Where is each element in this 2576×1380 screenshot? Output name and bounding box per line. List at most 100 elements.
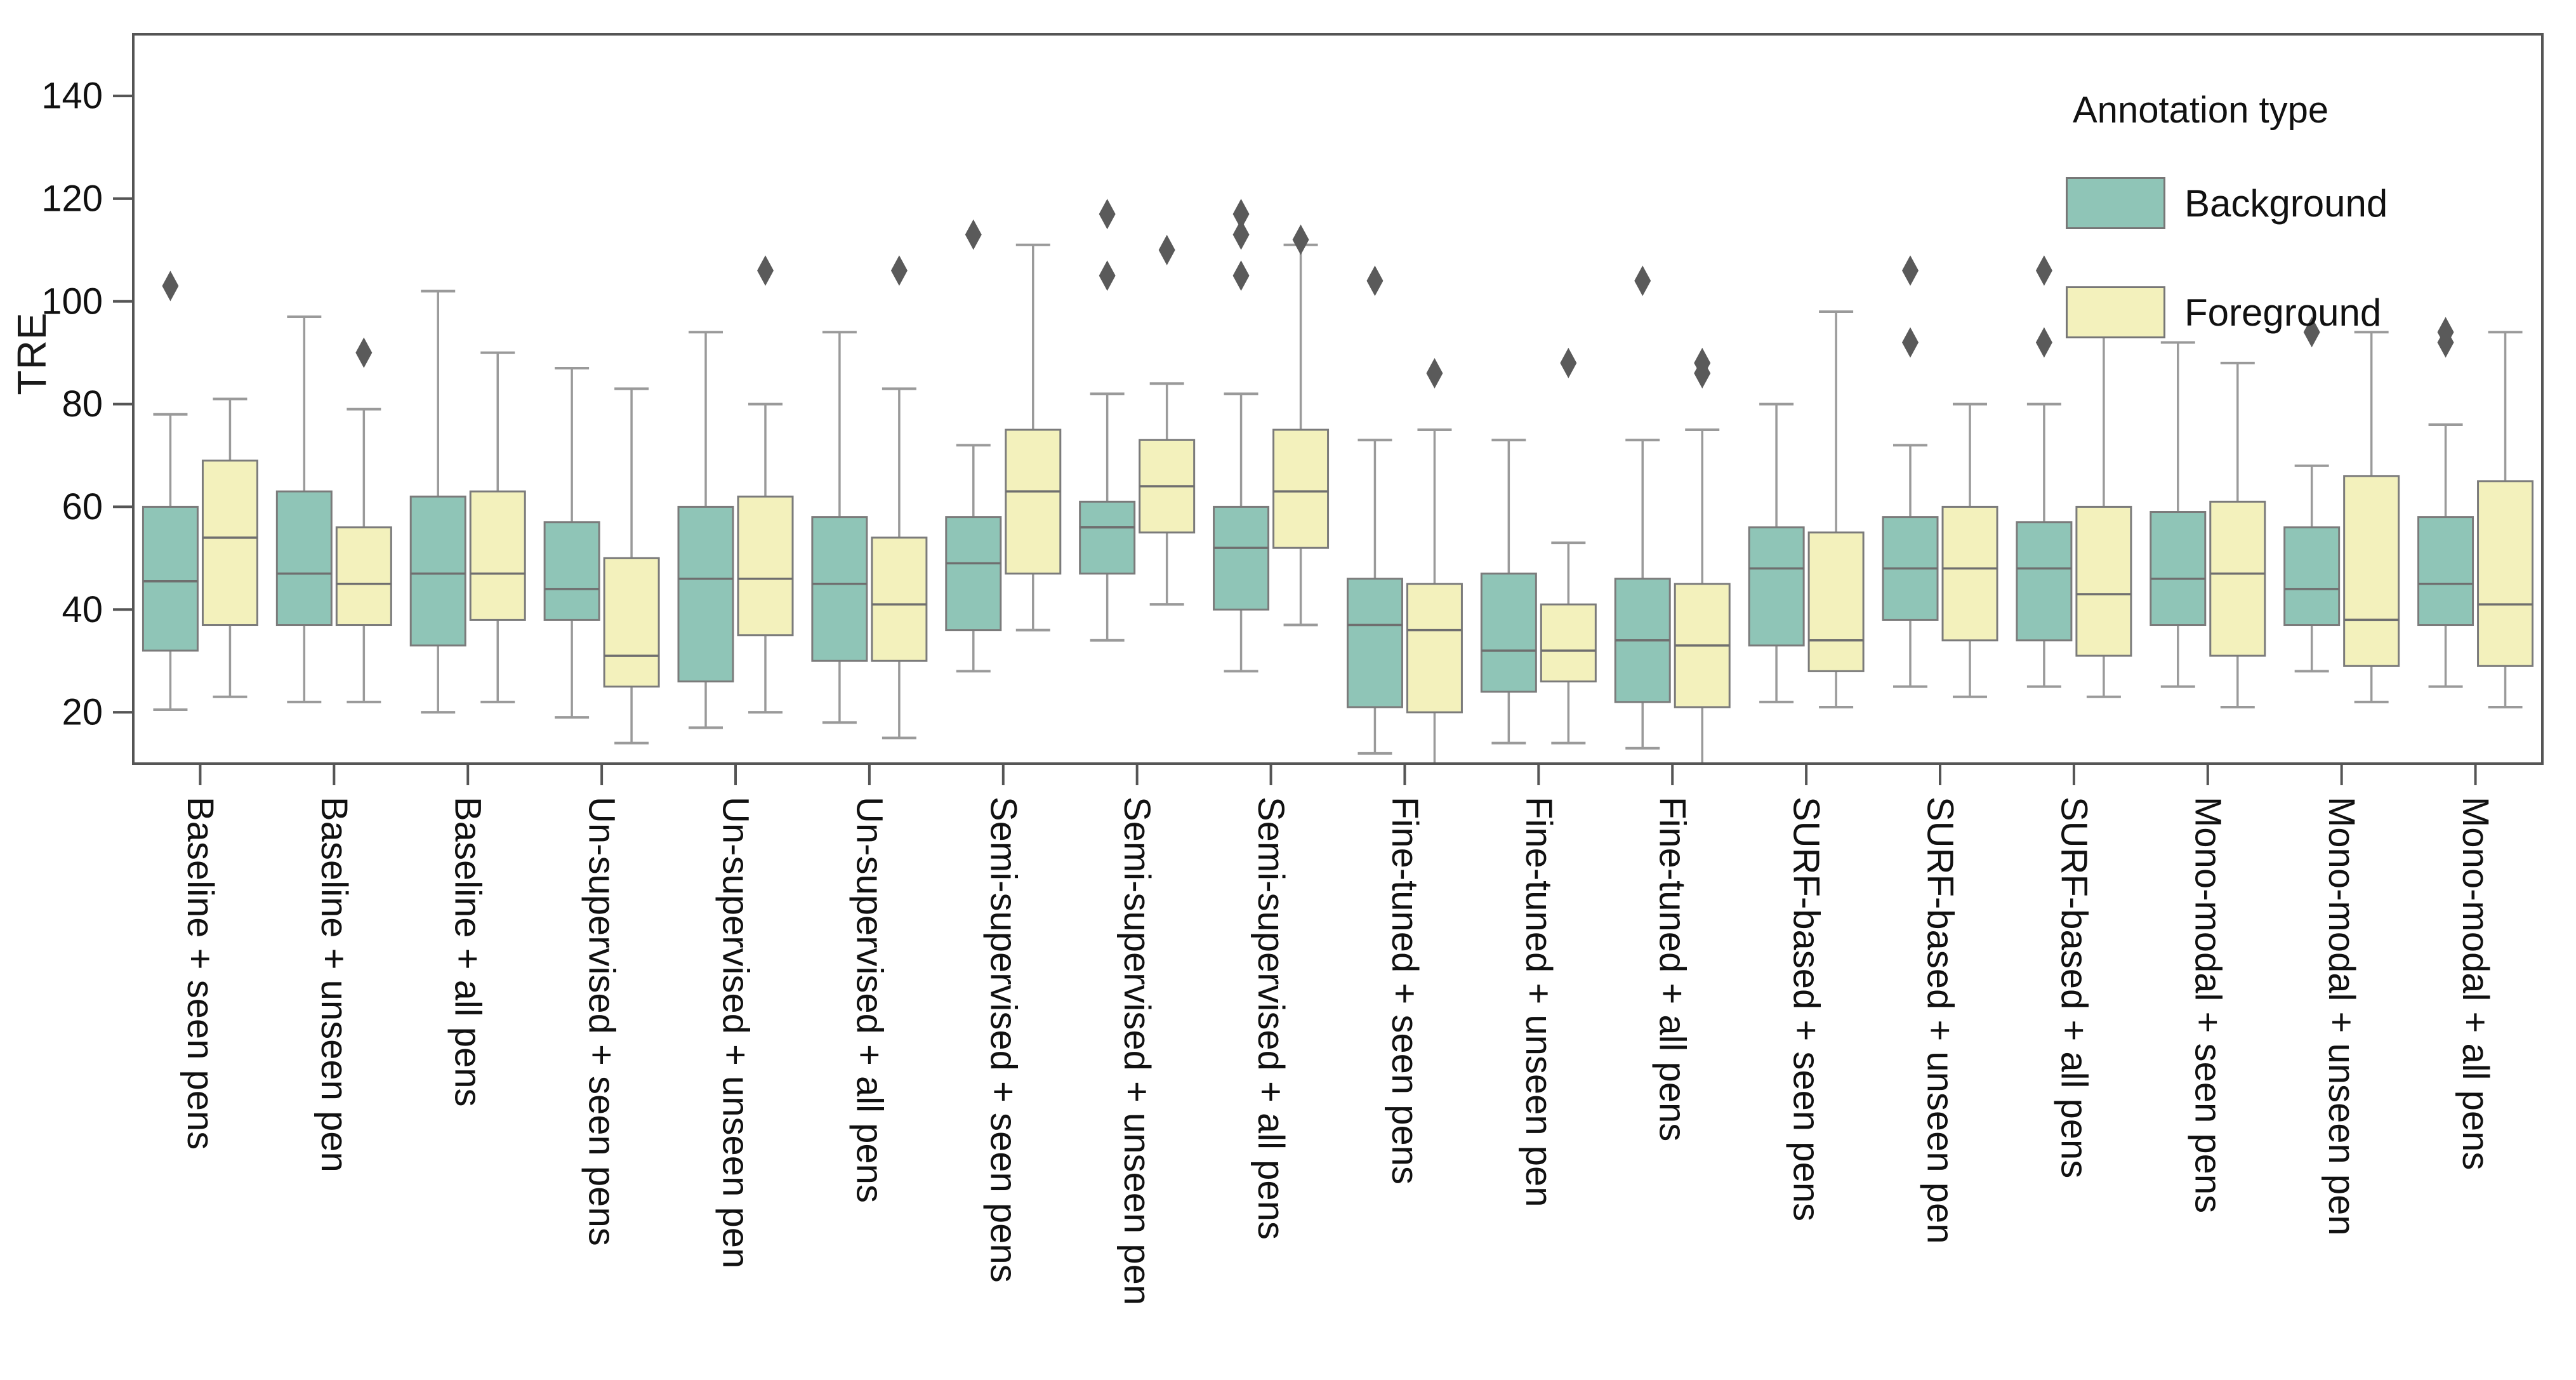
box-background — [275, 490, 333, 627]
box-foreground — [871, 536, 928, 662]
box-group — [1882, 255, 1939, 688]
x-tick-label: Baseline + seen pens — [180, 797, 221, 1150]
box-group — [1540, 347, 1597, 745]
y-tick-label: 60 — [62, 486, 103, 527]
legend-entry: Foreground — [2066, 286, 2548, 338]
y-tick-label: 20 — [62, 692, 103, 733]
legend-entry: Background — [2066, 177, 2548, 229]
box-group — [1406, 358, 1463, 765]
outlier-diamond — [1292, 224, 1309, 255]
box-background — [142, 505, 199, 652]
outlier-diamond — [1232, 219, 1250, 250]
box-foreground — [1941, 505, 1998, 642]
legend-label: Foreground — [2184, 291, 2382, 334]
y-tick-label: 80 — [62, 383, 103, 425]
x-tick-label: Semi-supervised + all pens — [1250, 797, 1291, 1240]
y-tick-label: 100 — [41, 281, 103, 322]
x-tick-label: SURF-based + all pens — [2053, 797, 2094, 1178]
outlier-diamond — [2035, 327, 2052, 358]
box-background — [2283, 526, 2341, 627]
box-group — [2283, 317, 2341, 673]
box-foreground — [201, 460, 258, 627]
outlier-diamond — [1366, 265, 1384, 296]
outlier-diamond — [2437, 327, 2454, 358]
box-group — [1346, 265, 1403, 755]
box-foreground — [2075, 505, 2132, 657]
box-background — [2016, 521, 2073, 642]
box-background — [543, 521, 600, 621]
box-background — [409, 495, 466, 647]
outlier-diamond — [2303, 317, 2320, 348]
outlier-diamond — [162, 270, 179, 302]
box-foreground — [469, 490, 526, 621]
x-tick-label: Baseline + unseen pen — [314, 797, 355, 1172]
box-group — [1079, 199, 1136, 642]
outlier-diamond — [1232, 260, 1250, 291]
box-group — [2343, 331, 2400, 703]
x-tick-label: Semi-supervised + unseen pen — [1116, 797, 1158, 1305]
x-tick-label: Fine-tuned + unseen pen — [1518, 797, 1559, 1207]
box-background — [811, 516, 868, 662]
outlier-diamond — [1902, 255, 1919, 286]
box-background — [1748, 526, 1805, 647]
box-group — [1005, 243, 1062, 632]
box-background — [2417, 516, 2474, 627]
box-group — [1748, 402, 1805, 703]
y-tick-label: 40 — [62, 589, 103, 630]
box-background — [1346, 578, 1403, 708]
outlier-diamond — [757, 255, 774, 286]
box-group — [2075, 310, 2132, 698]
outlier-diamond — [1099, 199, 1116, 230]
x-tick-label: Fine-tuned + all pens — [1652, 797, 1693, 1141]
box-background — [1213, 505, 1270, 611]
outlier-diamond — [2035, 255, 2052, 286]
outlier-diamond — [1634, 265, 1651, 296]
box-foreground — [2209, 500, 2266, 657]
box-group — [1480, 439, 1537, 745]
box-group — [275, 315, 333, 703]
box-group — [945, 219, 1002, 673]
box-group — [1272, 224, 1330, 627]
box-group — [2477, 331, 2534, 708]
x-tick-label: Mono-modal + all pens — [2455, 797, 2496, 1170]
x-tick-label: Un-supervised + unseen pen — [715, 797, 756, 1268]
box-group — [1807, 310, 1865, 708]
box-group — [335, 337, 392, 703]
box-group — [1614, 265, 1671, 750]
y-tick-label: 140 — [41, 76, 103, 117]
outlier-diamond — [1560, 347, 1577, 378]
box-foreground — [1807, 531, 1865, 672]
plot-frame — [132, 33, 2544, 765]
box-foreground — [603, 557, 660, 688]
legend-swatch-background — [2066, 177, 2165, 229]
outlier-diamond — [1158, 234, 1175, 265]
box-group — [2150, 341, 2207, 688]
box-foreground — [1540, 603, 1597, 683]
x-tick-label: Baseline + all pens — [447, 797, 489, 1107]
box-group — [603, 387, 660, 745]
box-group — [871, 255, 928, 740]
outlier-diamond — [1426, 358, 1443, 389]
box-group — [2016, 255, 2073, 688]
box-group — [737, 255, 794, 714]
box-group — [2209, 361, 2266, 708]
outlier-diamond — [1902, 327, 1919, 358]
box-background — [1480, 573, 1537, 693]
box-group — [1674, 347, 1731, 765]
y-tick-label: 120 — [41, 178, 103, 219]
box-group — [1941, 402, 1998, 698]
x-tick-label: SURF-based + unseen pen — [1920, 797, 1961, 1244]
box-group — [811, 331, 868, 724]
x-tick-label: Mono-modal + seen pens — [2187, 797, 2228, 1213]
box-foreground — [1406, 583, 1463, 713]
legend-swatch-foreground — [2066, 286, 2165, 338]
box-background — [677, 505, 734, 683]
box-foreground — [1005, 428, 1062, 575]
box-background — [2150, 511, 2207, 627]
x-tick-label: Fine-tuned + seen pens — [1384, 797, 1425, 1184]
box-group — [409, 289, 466, 714]
box-group — [2417, 317, 2474, 688]
legend-entries: Background Foreground — [2066, 177, 2548, 338]
series-background — [142, 199, 2474, 755]
